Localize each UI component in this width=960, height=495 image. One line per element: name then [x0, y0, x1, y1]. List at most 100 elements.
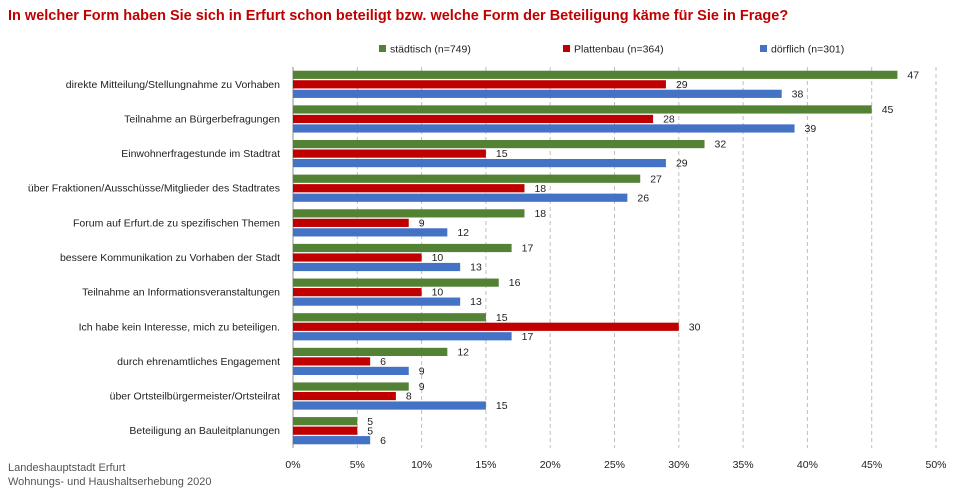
x-tick-label: 45%	[861, 459, 882, 471]
legend-swatch	[379, 45, 386, 52]
bar	[293, 322, 679, 331]
x-tick-label: 35%	[733, 459, 754, 471]
bar	[293, 297, 461, 306]
bar	[293, 278, 499, 287]
bar	[293, 288, 422, 297]
legend-label: Plattenbau (n=364)	[574, 44, 664, 56]
data-label: 13	[470, 262, 482, 274]
legend-swatch	[563, 45, 570, 52]
data-label: 29	[676, 158, 688, 170]
category-label: direkte Mitteilung/Stellungnahme zu Vorh…	[66, 79, 280, 91]
data-label: 27	[650, 173, 662, 185]
bar	[293, 80, 666, 89]
bar	[293, 313, 486, 322]
data-label: 18	[534, 183, 546, 195]
category-label: bessere Kommunikation zu Vorhaben der St…	[60, 252, 280, 264]
data-label: 28	[663, 114, 675, 126]
x-tick-label: 15%	[475, 459, 496, 471]
bar	[293, 114, 654, 124]
data-label: 9	[419, 381, 425, 393]
x-tick-label: 5%	[350, 459, 365, 471]
bar	[293, 70, 898, 79]
data-label: 15	[496, 148, 508, 160]
category-label: durch ehrenamtliches Engagement	[117, 356, 280, 368]
category-label: Teilnahme an Bürgerbefragungen	[124, 113, 280, 125]
bar	[293, 391, 396, 401]
bar	[293, 158, 666, 168]
category-label: Einwohnerfragestunde im Stadtrat	[121, 148, 280, 160]
bar	[293, 184, 525, 193]
data-label: 9	[419, 366, 425, 378]
x-tick-label: 30%	[668, 459, 689, 471]
bar	[293, 357, 371, 366]
bar	[293, 174, 641, 183]
bar	[293, 149, 486, 158]
bar	[293, 243, 512, 253]
bar	[293, 124, 795, 133]
bar	[293, 366, 409, 376]
category-label: über Ortsteilbürgermeister/Ortsteilrat	[110, 391, 280, 403]
legend-label: städtisch (n=749)	[390, 44, 471, 56]
legend-label: dörflich (n=301)	[771, 44, 844, 56]
bar	[293, 218, 409, 227]
footer-source: Landeshauptstadt Erfurt	[8, 462, 126, 474]
data-label: 17	[522, 331, 534, 343]
data-label: 15	[496, 312, 508, 324]
bar	[293, 382, 409, 391]
chart-title: In welcher Form haben Sie sich in Erfurt…	[8, 8, 789, 24]
data-label: 8	[406, 391, 412, 403]
bar	[293, 262, 461, 272]
data-label: 6	[380, 356, 386, 368]
category-label: Beteiligung an Bauleitplanungen	[129, 425, 280, 437]
data-label: 32	[715, 139, 727, 151]
bar	[293, 89, 782, 98]
legend-swatch	[760, 45, 767, 52]
data-label: 10	[432, 252, 444, 264]
category-label: Forum auf Erfurt.de zu spezifischen Them…	[73, 217, 280, 229]
data-label: 12	[457, 347, 469, 359]
footer: Landeshauptstadt Erfurt Wohnungs- und Ha…	[8, 461, 211, 489]
data-label: 30	[689, 321, 701, 333]
data-label: 39	[805, 123, 817, 135]
x-tick-label: 0%	[285, 459, 300, 471]
bar	[293, 209, 525, 218]
bar	[293, 401, 486, 410]
footer-survey: Wohnungs- und Haushaltserhebung 2020	[8, 476, 212, 488]
data-label: 9	[419, 217, 425, 229]
data-label: 29	[676, 79, 688, 91]
bar	[293, 417, 358, 426]
category-label: Teilnahme an Informationsveranstaltungen	[82, 287, 280, 299]
x-tick-label: 25%	[604, 459, 625, 471]
data-label: 17	[522, 243, 534, 255]
bar	[293, 347, 448, 357]
data-label: 47	[907, 69, 919, 81]
data-label: 45	[882, 104, 894, 116]
legend: städtisch (n=749) Plattenbau (n=364) dörfl…	[379, 44, 844, 56]
bar	[293, 105, 872, 114]
data-label: 10	[432, 287, 444, 299]
x-tick-label: 20%	[540, 459, 561, 471]
category-label: über Fraktionen/Ausschüsse/Mitglieder de…	[28, 183, 280, 195]
bar	[293, 139, 705, 149]
x-tick-label: 50%	[925, 459, 946, 471]
data-label: 5	[367, 416, 373, 428]
x-tick-labels: 0% 5% 10% 15% 20% 25% 30% 35% 40% 45% 50%	[285, 459, 946, 471]
data-label: 5	[367, 425, 373, 437]
data-label: 13	[470, 296, 482, 308]
data-label: 6	[380, 435, 386, 447]
x-tick-label: 10%	[411, 459, 432, 471]
bar	[293, 228, 448, 237]
category-labels: direkte Mitteilung/Stellungnahme zu Vorh…	[28, 79, 280, 437]
bar	[293, 253, 422, 262]
data-label: 16	[509, 277, 521, 289]
x-tick-label: 40%	[797, 459, 818, 471]
value-labels: 47 29 38 45 28 39 32 15 29 27 18 26 18 9 12 17 10 13 16 10 1…	[367, 69, 919, 446]
category-label: Ich habe kein Interesse, mich zu beteili…	[79, 321, 280, 333]
data-label: 18	[534, 208, 546, 220]
bars	[293, 70, 898, 445]
data-label: 12	[457, 227, 469, 239]
data-label: 26	[637, 192, 649, 204]
bar	[293, 193, 628, 202]
data-label: 15	[496, 400, 508, 412]
